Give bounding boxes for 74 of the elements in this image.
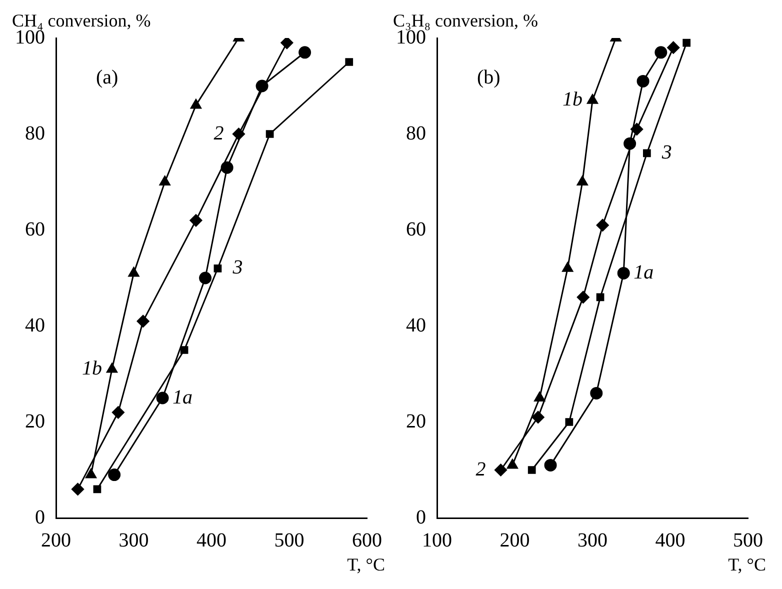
point [617,266,630,280]
point [494,464,508,476]
x-tick-label: 500 [733,529,763,552]
point [136,314,150,328]
series-label: 2 [476,458,486,480]
annotation: (b) [477,66,500,88]
point [266,130,274,138]
point [528,466,536,474]
x-tick-label: 200 [500,529,530,552]
point [232,128,245,140]
point [630,122,644,136]
y-tick-label: 80 [25,122,45,144]
y-tick-label: 0 [35,506,45,528]
point [596,218,609,232]
point [682,38,691,47]
point [199,272,212,284]
point [596,293,604,302]
point [128,266,140,277]
point [93,485,102,494]
point [590,386,603,400]
annotation: (a) [96,66,118,88]
series-label: 1a [172,386,193,408]
point [642,149,651,158]
x-axis-title: T, °C [728,554,766,575]
y-tick-label: 40 [25,314,45,336]
point [576,176,588,186]
y-tick-label: 20 [406,410,426,432]
point [532,410,544,424]
x-tick-label: 500 [274,529,304,552]
point [298,46,312,59]
x-tick-label: 400 [196,529,226,552]
point [180,346,188,354]
y-tick-label: 40 [406,314,426,336]
point [586,94,598,104]
point [654,46,668,59]
point [636,74,650,88]
point [156,392,169,404]
y-tick-label: 60 [406,218,426,240]
x-tick-label: 600 [352,529,382,552]
x-tick-label: 400 [655,529,686,552]
x-tick-label: 300 [578,529,608,552]
y-tick-label: 60 [25,218,45,240]
point [280,38,294,50]
x-tick-label: 100 [422,529,452,552]
series-label: 3 [232,256,243,279]
point [576,290,590,304]
x-axis-title: T, °C [347,554,385,575]
y-tick-label: 0 [416,506,426,528]
series-label: 1b [82,357,102,380]
y-tick-label: 80 [406,122,426,144]
point [667,41,680,54]
point [534,392,546,402]
point [345,58,354,66]
point [190,214,202,227]
point [544,458,557,472]
point [108,468,121,482]
point [214,264,222,272]
point [220,161,234,174]
point [190,98,202,109]
point [506,458,518,469]
series-label: 3 [660,141,672,164]
point [565,418,574,426]
point [85,468,96,478]
point [159,176,170,186]
x-tick-label: 300 [118,529,149,552]
point [562,262,574,272]
series-label: 2 [214,122,224,144]
series-label: 1a [634,261,654,284]
point [72,482,84,496]
x-tick-label: 200 [41,529,71,552]
series-label: 1b [562,88,582,111]
y-tick-label: 20 [25,410,45,432]
point [106,362,118,373]
point [112,406,124,419]
